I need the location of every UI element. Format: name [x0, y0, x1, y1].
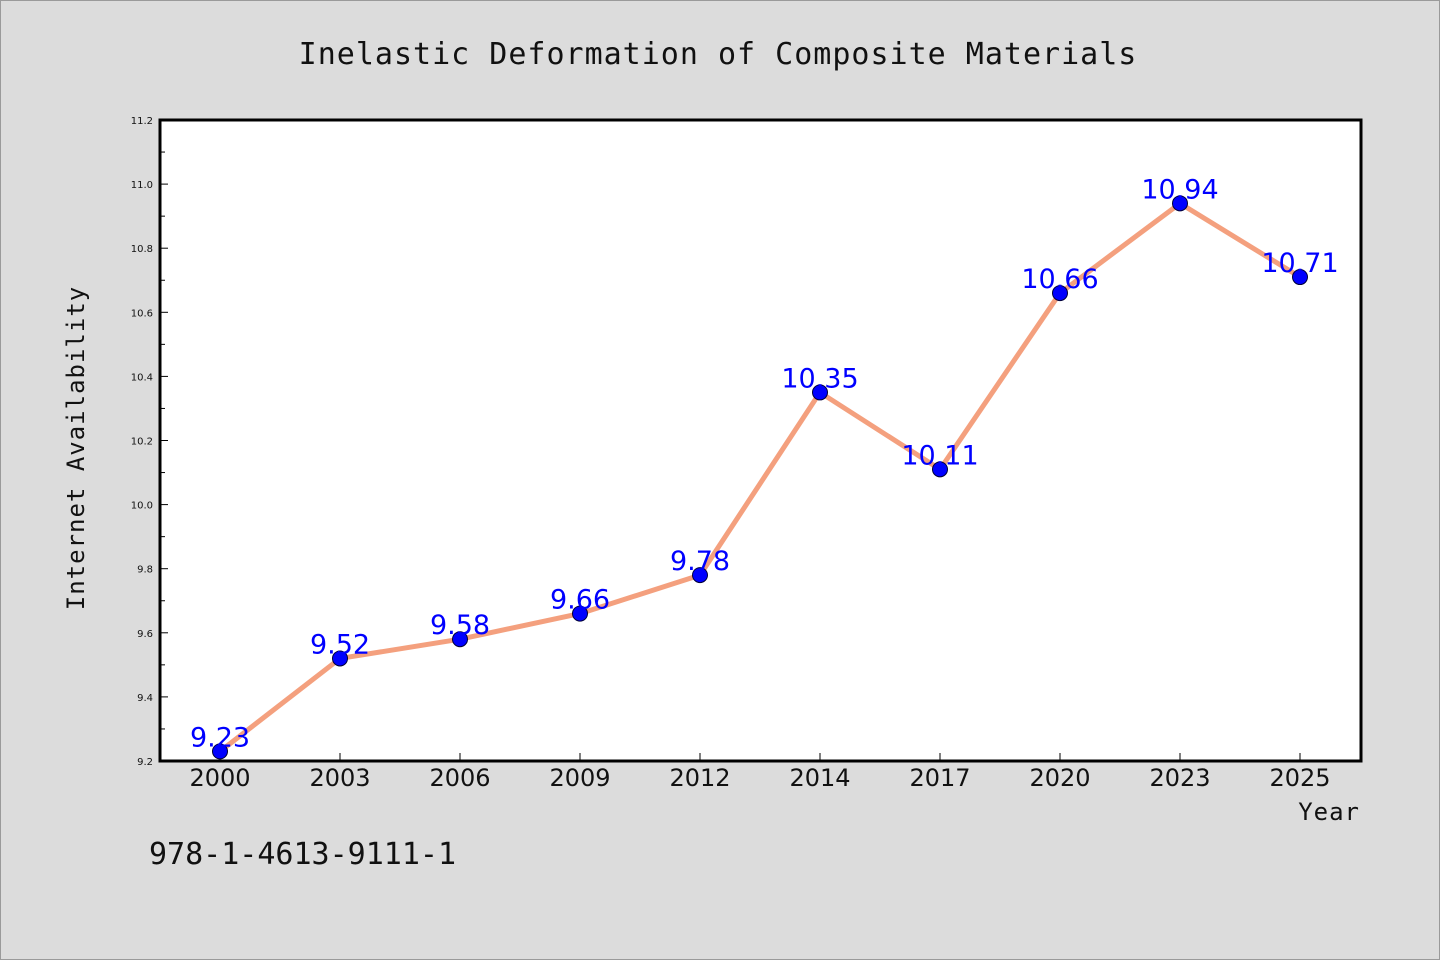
- x-tick-label: 2000: [189, 764, 250, 792]
- x-axis-label: Year: [1298, 798, 1360, 826]
- y-tick-label: 10.6: [131, 308, 153, 319]
- y-tick-label: 9.8: [137, 565, 153, 576]
- data-label-2000: 9.23: [190, 722, 250, 753]
- chart-title: Inelastic Deformation of Composite Mater…: [299, 37, 1138, 72]
- data-label-2023: 10.94: [1141, 174, 1218, 205]
- y-axis-label: Internet Availability: [62, 286, 90, 610]
- data-label-2025: 10.71: [1261, 248, 1338, 279]
- x-tick-label: 2003: [309, 764, 370, 792]
- data-label-2009: 9.66: [550, 585, 610, 616]
- x-tick-label: 2020: [1029, 764, 1090, 792]
- data-label-2012: 9.78: [670, 546, 730, 577]
- y-tick-label: 11.2: [131, 116, 153, 127]
- data-label-2017: 10.11: [901, 440, 978, 471]
- y-tick-label: 9.4: [137, 693, 153, 704]
- x-tick-label: 2009: [549, 764, 610, 792]
- data-label-2006: 9.58: [430, 610, 490, 641]
- y-tick-label: 10.4: [131, 372, 153, 383]
- y-tick-label: 10.2: [131, 437, 153, 448]
- y-tick-label: 10.8: [131, 244, 153, 255]
- x-tick-label: 2025: [1269, 764, 1330, 792]
- y-tick-label: 9.6: [137, 629, 153, 640]
- x-tick-label: 2014: [789, 764, 850, 792]
- data-label-2003: 9.52: [310, 629, 370, 660]
- x-tick-label: 2023: [1149, 764, 1210, 792]
- x-tick-label: 2012: [669, 764, 730, 792]
- x-tick-label: 2017: [909, 764, 970, 792]
- data-label-2020: 10.66: [1021, 264, 1098, 295]
- isbn-text: 978-1-4613-9111-1: [149, 837, 456, 872]
- x-tick-label: 2006: [429, 764, 490, 792]
- y-tick-label: 11.0: [131, 180, 153, 191]
- y-tick-label: 9.2: [137, 757, 153, 768]
- y-tick-label: 10.0: [131, 501, 153, 512]
- data-label-2014: 10.35: [781, 363, 858, 394]
